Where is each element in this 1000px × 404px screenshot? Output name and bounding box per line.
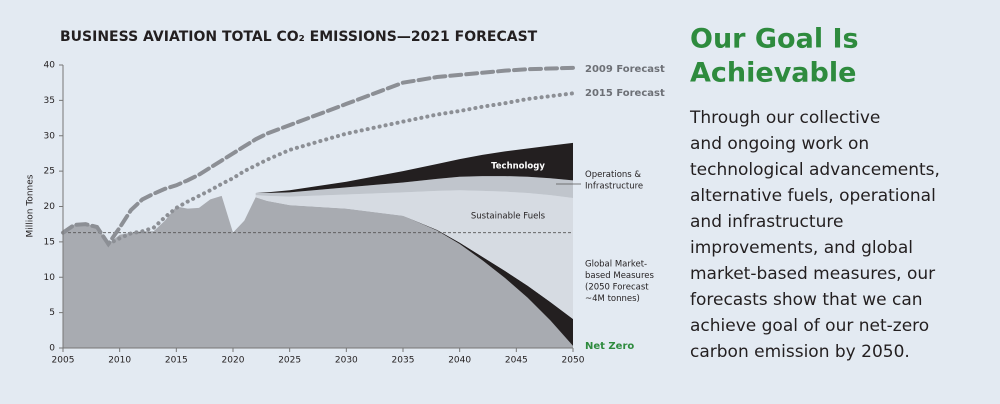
panel-body: achieve goal of our net-zero bbox=[690, 316, 929, 336]
panel-body: improvements, and global bbox=[690, 238, 913, 258]
x-tick-label: 2050 bbox=[562, 356, 585, 366]
series-label: Global Market- bbox=[585, 259, 647, 269]
series-label: 2015 Forecast bbox=[585, 88, 665, 99]
forecast-line bbox=[106, 91, 575, 246]
x-tick-label: 2040 bbox=[448, 356, 471, 366]
y-tick-label: 0 bbox=[49, 344, 55, 354]
panel-heading: Achievable bbox=[690, 58, 856, 89]
area bbox=[255, 190, 573, 319]
series-label: ~4M tonnes) bbox=[585, 294, 640, 304]
panel-body: carbon emission by 2050. bbox=[690, 342, 910, 362]
y-tick-label: 30 bbox=[44, 131, 56, 141]
panel-body: market-based measures, our bbox=[690, 264, 935, 284]
x-tick-label: 2015 bbox=[165, 356, 188, 366]
panel-body: Through our collective bbox=[689, 108, 880, 128]
x-tick-label: 2025 bbox=[278, 356, 301, 366]
series-label: 2009 Forecast bbox=[585, 64, 665, 75]
y-tick-label: 15 bbox=[44, 237, 55, 247]
forecast-line bbox=[61, 65, 575, 248]
area bbox=[255, 176, 573, 199]
x-tick-label: 2035 bbox=[392, 356, 415, 366]
area bbox=[63, 195, 573, 348]
y-axis-label: Million Tonnes bbox=[26, 174, 36, 237]
panel-body: and infrastructure bbox=[690, 212, 843, 232]
series-label: (2050 Forecast bbox=[585, 282, 649, 292]
panel-body: and ongoing work on bbox=[690, 134, 869, 154]
area bbox=[255, 142, 573, 194]
y-tick-label: 25 bbox=[44, 167, 55, 177]
y-tick-label: 20 bbox=[44, 202, 56, 212]
panel-heading: Our Goal Is bbox=[690, 24, 859, 55]
series-label: Sustainable Fuels bbox=[471, 212, 546, 222]
x-tick-label: 2010 bbox=[108, 356, 131, 366]
series-label: Infrastructure bbox=[585, 181, 643, 191]
x-tick-label: 2045 bbox=[505, 356, 528, 366]
y-tick-label: 10 bbox=[44, 273, 56, 283]
panel-body: technological advancements, bbox=[690, 160, 940, 180]
series-label: Technology bbox=[491, 162, 545, 172]
series-label: Operations & bbox=[585, 170, 641, 180]
panel-body: forecasts show that we can bbox=[690, 290, 923, 310]
y-tick-label: 40 bbox=[44, 61, 56, 71]
y-tick-label: 5 bbox=[49, 308, 55, 318]
y-tick-label: 35 bbox=[44, 96, 55, 106]
x-tick-label: 2005 bbox=[52, 356, 75, 366]
net-zero-label: Net Zero bbox=[585, 341, 634, 352]
x-tick-label: 2030 bbox=[335, 356, 358, 366]
panel-body: alternative fuels, operational bbox=[690, 186, 936, 206]
chart-title: BUSINESS AVIATION TOTAL CO₂ EMISSIONS—20… bbox=[60, 29, 538, 45]
x-tick-label: 2020 bbox=[222, 356, 245, 366]
series-label: based Measures bbox=[585, 271, 654, 281]
